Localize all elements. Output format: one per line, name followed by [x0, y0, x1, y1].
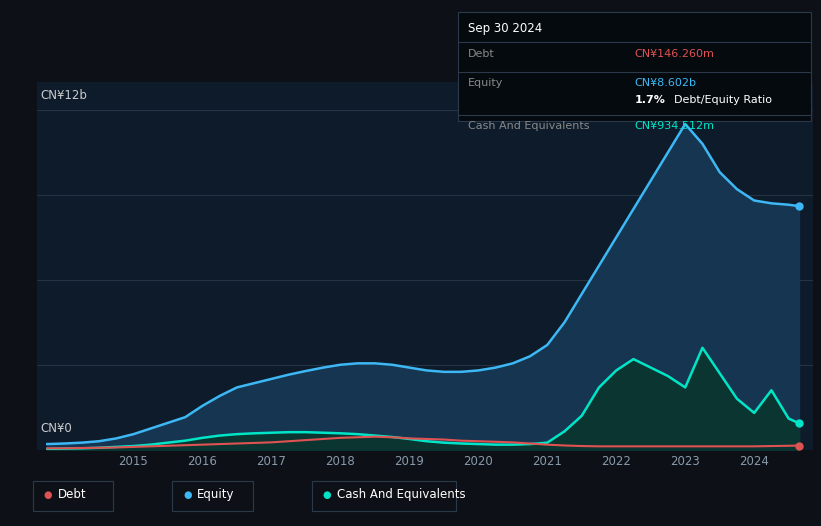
Text: ●: ● — [323, 490, 331, 500]
Text: Debt: Debt — [57, 489, 86, 501]
Text: ●: ● — [183, 490, 191, 500]
Text: Debt/Equity Ratio: Debt/Equity Ratio — [674, 95, 772, 105]
Text: Cash And Equivalents: Cash And Equivalents — [337, 489, 466, 501]
Text: CN¥0: CN¥0 — [41, 422, 72, 435]
Text: Debt: Debt — [468, 49, 495, 59]
Text: Equity: Equity — [197, 489, 235, 501]
Text: Sep 30 2024: Sep 30 2024 — [468, 22, 542, 35]
Text: ●: ● — [44, 490, 52, 500]
Text: CN¥146.260m: CN¥146.260m — [635, 49, 714, 59]
Text: CN¥934.512m: CN¥934.512m — [635, 122, 714, 132]
Text: CN¥12b: CN¥12b — [41, 89, 88, 102]
Text: Equity: Equity — [468, 78, 503, 88]
Text: 1.7%: 1.7% — [635, 95, 666, 105]
Text: Cash And Equivalents: Cash And Equivalents — [468, 122, 589, 132]
Text: CN¥8.602b: CN¥8.602b — [635, 78, 697, 88]
